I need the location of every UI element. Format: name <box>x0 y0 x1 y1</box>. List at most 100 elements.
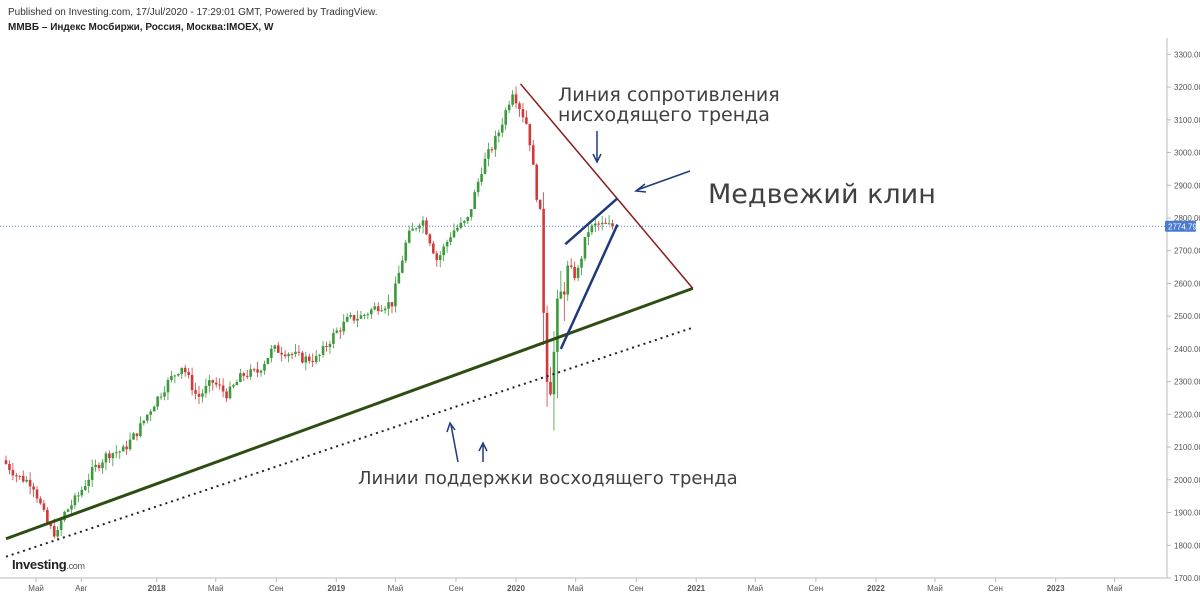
candle-body <box>432 243 435 254</box>
x-tick-label: Сен <box>269 584 284 593</box>
candle-body <box>242 373 246 376</box>
candle-body <box>328 343 332 348</box>
candle-body <box>249 369 252 377</box>
candle-body <box>473 192 476 210</box>
candle-body <box>514 94 518 104</box>
candle-body <box>104 453 108 463</box>
candle-body <box>611 223 614 227</box>
candle-body <box>297 351 301 353</box>
support-label: Линии поддержки восходящего тренда <box>358 468 738 489</box>
candle-body <box>214 382 218 385</box>
candle-body <box>218 384 221 386</box>
candle-body <box>87 479 91 487</box>
candle-body <box>49 523 53 527</box>
candle-body <box>490 149 494 151</box>
candle-body <box>535 164 539 200</box>
y-tick-label: 2100.00 <box>1174 443 1200 452</box>
candle-body <box>376 306 380 312</box>
candle-body <box>342 321 346 332</box>
candle-body <box>504 110 508 125</box>
logo-brand: Investing <box>12 557 67 572</box>
candle-body <box>97 464 101 469</box>
resistance-trendline <box>519 83 694 289</box>
candle-body <box>170 375 173 381</box>
candle-body <box>163 392 166 397</box>
candle-body <box>166 380 170 393</box>
candle-body <box>25 479 28 482</box>
candle-body <box>301 352 304 363</box>
candle-body <box>480 173 483 182</box>
wedge-lower-line <box>559 224 619 350</box>
candle-body <box>421 220 425 226</box>
candle-body <box>225 391 228 399</box>
candle-body <box>525 117 528 124</box>
candle-body <box>108 453 111 459</box>
candle-body <box>221 385 225 392</box>
y-tick-label: 2500.00 <box>1174 312 1200 321</box>
candle-body <box>366 314 370 316</box>
candle-body <box>487 149 490 159</box>
candle-body <box>4 460 8 464</box>
candle-body <box>428 234 432 244</box>
candle-body <box>180 367 184 375</box>
y-tick-label: 2900.00 <box>1174 181 1200 190</box>
candle-body <box>290 354 294 356</box>
candle-body <box>46 509 49 524</box>
y-tick-label: 2200.00 <box>1174 410 1200 419</box>
candle-body <box>587 232 590 238</box>
candle-body <box>177 374 180 376</box>
candle-body <box>435 253 439 261</box>
candle-body <box>380 310 383 312</box>
candle-body <box>576 267 580 279</box>
candle-body <box>383 308 387 311</box>
support-arrow-1 <box>450 424 459 463</box>
candle-body <box>463 220 466 223</box>
candle-body <box>259 370 263 373</box>
candle-body <box>370 309 373 315</box>
wedge-arrow-head <box>634 183 647 193</box>
candle-body <box>459 222 463 228</box>
candle-body <box>469 209 473 217</box>
candle-body <box>42 503 46 510</box>
candle-body <box>528 123 532 146</box>
candle-body <box>483 158 487 174</box>
candle-body <box>494 136 497 150</box>
candle-body <box>152 406 156 412</box>
candle-body <box>187 372 190 376</box>
candle-body <box>190 375 194 391</box>
y-tick-label: 2000.00 <box>1174 476 1200 485</box>
candle-body <box>394 283 397 307</box>
wedge-label: Медвежий клин <box>708 179 936 210</box>
candle-body <box>294 351 297 355</box>
candle-body <box>276 345 280 353</box>
y-tick-label: 1900.00 <box>1174 509 1200 518</box>
resistance-label-line2: нисходящего тренда <box>558 104 770 126</box>
candle-body <box>445 241 449 247</box>
candle-body <box>80 489 84 496</box>
candle-body <box>32 486 35 490</box>
candle-body <box>90 467 94 480</box>
candle-body <box>600 222 604 225</box>
candle-body <box>263 363 266 371</box>
candle-body <box>332 332 335 344</box>
x-tick-label: Май <box>208 584 224 593</box>
candle-body <box>549 381 552 395</box>
candle-body <box>21 475 25 482</box>
candle-body <box>139 423 142 437</box>
candle-body <box>159 396 163 398</box>
x-tick-label: 2018 <box>148 584 166 593</box>
x-tick-label: Май <box>568 584 584 593</box>
candle-body <box>208 380 211 386</box>
candle-body <box>404 242 408 261</box>
x-tick-label: Сен <box>809 584 824 593</box>
candle-body <box>397 272 401 284</box>
x-tick-label: Май <box>927 584 943 593</box>
candle-body <box>418 225 421 229</box>
candle-body <box>335 330 339 333</box>
candle-body <box>373 306 377 310</box>
candle-body <box>414 228 418 230</box>
candle-body <box>70 505 73 510</box>
candle-body <box>52 526 56 537</box>
candle-body <box>39 498 42 504</box>
candle-body <box>59 520 63 530</box>
